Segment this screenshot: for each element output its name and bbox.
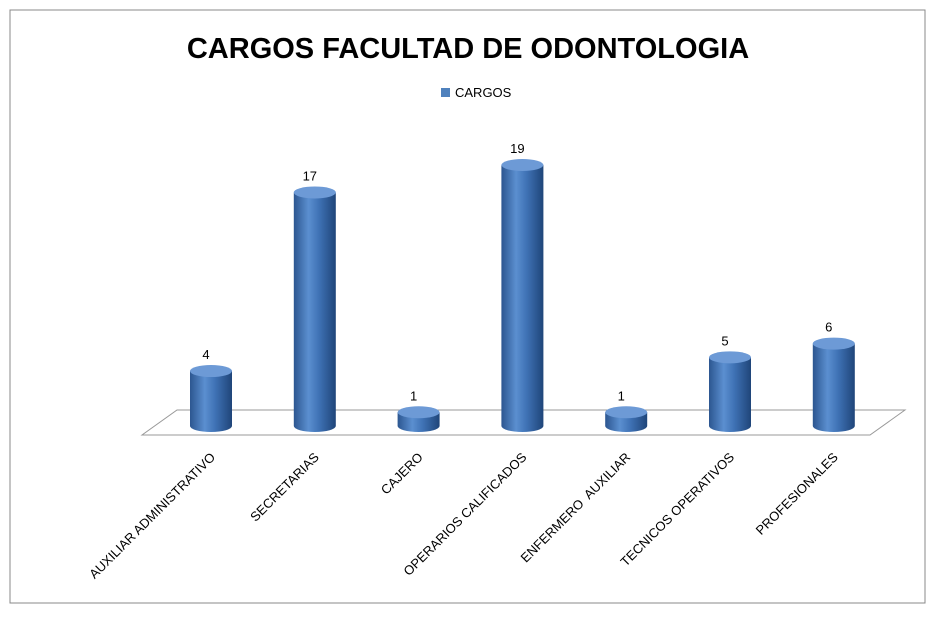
bar-top xyxy=(812,337,855,350)
legend-swatch xyxy=(441,88,450,97)
value-label: 19 xyxy=(510,141,524,156)
legend-label: CARGOS xyxy=(455,85,512,100)
bar xyxy=(812,343,855,432)
value-label: 1 xyxy=(410,388,417,403)
bar xyxy=(709,357,751,432)
bar-top xyxy=(293,186,336,199)
value-label: 4 xyxy=(202,347,209,362)
bar xyxy=(501,165,544,433)
floor xyxy=(140,409,907,436)
chart-frame xyxy=(9,9,926,604)
value-label: 6 xyxy=(825,320,832,335)
bar-top xyxy=(709,351,751,364)
bar xyxy=(293,192,336,432)
bar-top xyxy=(397,406,440,419)
bar-top xyxy=(605,406,648,419)
value-label: 17 xyxy=(303,168,317,183)
value-label: 5 xyxy=(721,333,728,348)
bar-top xyxy=(501,159,544,171)
bar-top xyxy=(190,365,232,378)
value-label: 1 xyxy=(618,388,625,403)
chart-title: CARGOS FACULTAD DE ODONTOLOGIA xyxy=(187,33,749,65)
bar xyxy=(190,371,232,432)
